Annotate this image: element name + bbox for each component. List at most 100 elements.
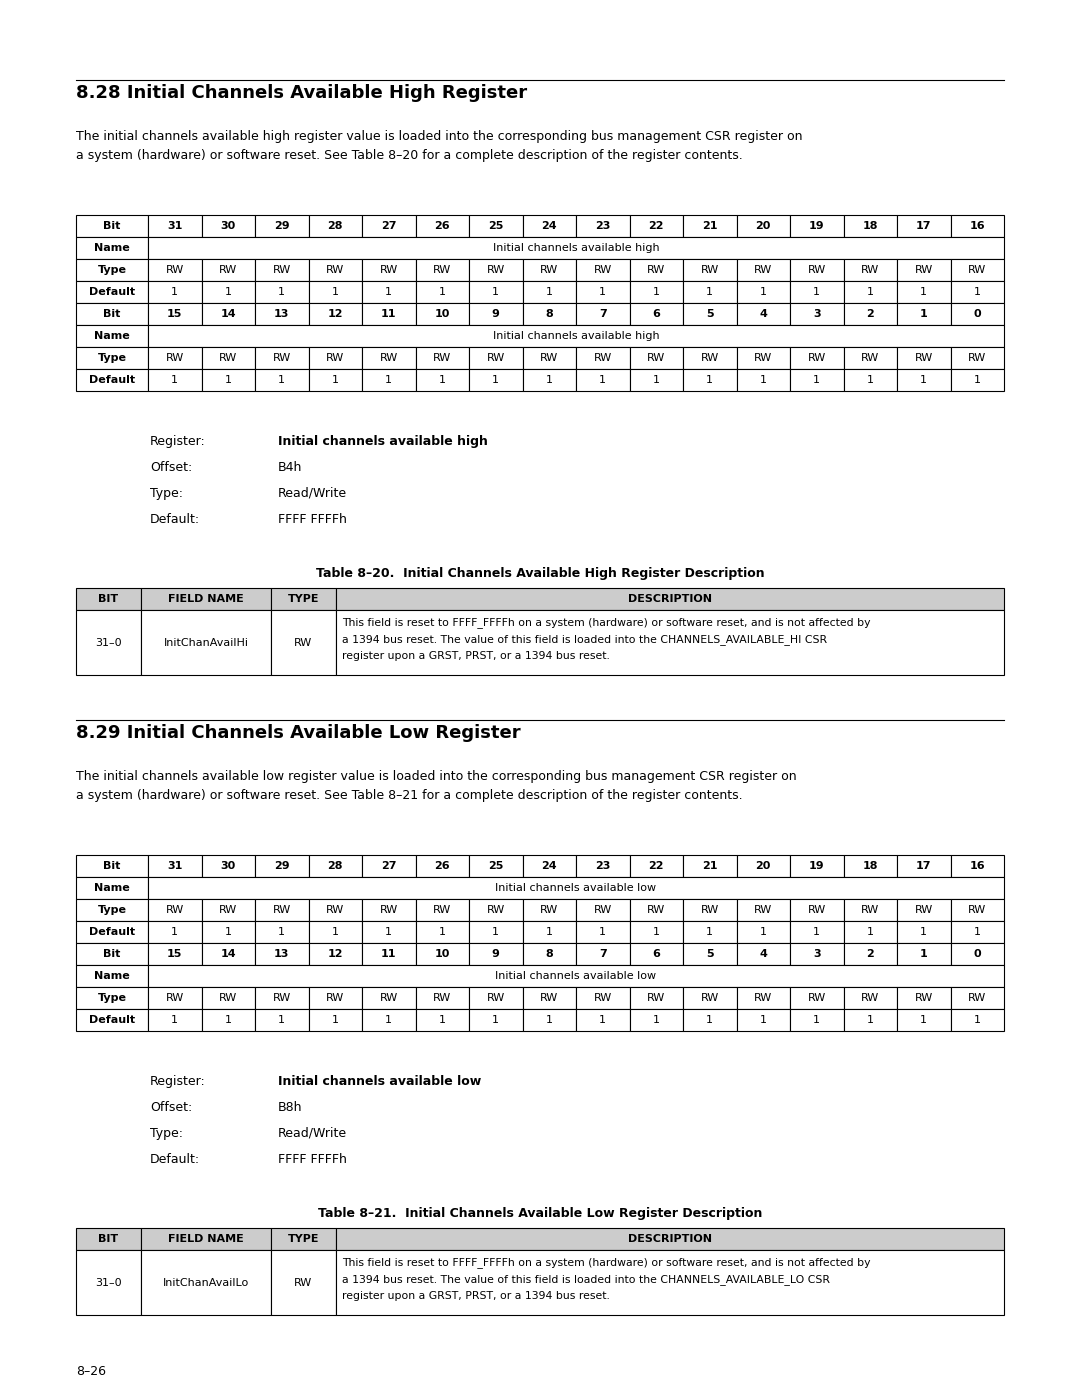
Bar	[362, 215, 416, 237]
Bar	[416, 303, 469, 326]
Bar	[897, 921, 950, 943]
Bar	[309, 1009, 362, 1031]
Bar	[76, 281, 148, 303]
Text: 1: 1	[492, 286, 499, 298]
Bar	[897, 855, 950, 877]
Bar	[897, 303, 950, 326]
Text: 1: 1	[652, 374, 660, 386]
Text: 1: 1	[545, 1016, 553, 1025]
Text: Initial channels available high: Initial channels available high	[492, 243, 659, 253]
Bar	[950, 921, 1004, 943]
Bar	[737, 1009, 789, 1031]
Bar	[630, 921, 683, 943]
Bar	[469, 369, 523, 391]
Bar	[469, 921, 523, 943]
Text: 10: 10	[434, 309, 450, 319]
Text: 0: 0	[973, 949, 981, 958]
Text: 5: 5	[706, 309, 714, 319]
Bar	[76, 988, 148, 1009]
Bar	[255, 988, 309, 1009]
Text: RW: RW	[754, 353, 772, 363]
Bar	[789, 855, 843, 877]
Bar	[630, 855, 683, 877]
Text: RW: RW	[808, 905, 826, 915]
Bar	[148, 877, 1004, 900]
Bar	[309, 303, 362, 326]
Bar	[309, 943, 362, 965]
Text: RW: RW	[754, 905, 772, 915]
Text: RW: RW	[272, 993, 291, 1003]
Text: RW: RW	[968, 265, 986, 275]
Text: TYPE: TYPE	[287, 1234, 319, 1243]
Text: 29: 29	[274, 221, 289, 231]
Bar	[148, 1009, 202, 1031]
Text: 1: 1	[386, 1016, 392, 1025]
Text: 1: 1	[706, 286, 713, 298]
Bar	[683, 855, 737, 877]
Text: Offset:: Offset:	[150, 1101, 192, 1113]
Bar	[576, 215, 630, 237]
Text: B4h: B4h	[278, 461, 302, 474]
Bar	[202, 258, 255, 281]
Bar	[950, 346, 1004, 369]
Bar	[76, 965, 148, 988]
Text: 17: 17	[916, 861, 931, 870]
Text: RW: RW	[326, 905, 345, 915]
Bar	[362, 988, 416, 1009]
Bar	[897, 1009, 950, 1031]
Text: register upon a GRST, PRST, or a 1394 bus reset.: register upon a GRST, PRST, or a 1394 bu…	[342, 651, 610, 661]
Text: Default: Default	[89, 286, 135, 298]
Text: 1: 1	[225, 286, 232, 298]
Bar	[843, 900, 897, 921]
Text: RW: RW	[647, 353, 665, 363]
Text: 1: 1	[759, 374, 767, 386]
Text: Table 8–20.  Initial Channels Available High Register Description: Table 8–20. Initial Channels Available H…	[315, 567, 765, 580]
Text: FIELD NAME: FIELD NAME	[168, 1234, 244, 1243]
Bar	[843, 303, 897, 326]
Bar	[789, 943, 843, 965]
Bar	[737, 215, 789, 237]
Text: Initial channels available high: Initial channels available high	[492, 331, 659, 341]
Text: Default:: Default:	[150, 513, 200, 527]
Text: Read/Write: Read/Write	[278, 1127, 347, 1140]
Bar	[271, 1228, 336, 1250]
Bar	[141, 610, 271, 675]
Bar	[76, 610, 141, 675]
Bar	[843, 1009, 897, 1031]
Text: RW: RW	[594, 993, 612, 1003]
Text: 1: 1	[492, 1016, 499, 1025]
Bar	[271, 588, 336, 610]
Bar	[523, 281, 576, 303]
Bar	[469, 943, 523, 965]
Bar	[76, 943, 148, 965]
Text: RW: RW	[380, 353, 397, 363]
Bar	[148, 326, 1004, 346]
Bar	[309, 900, 362, 921]
Text: RW: RW	[861, 993, 879, 1003]
Bar	[789, 215, 843, 237]
Text: 1: 1	[438, 374, 446, 386]
Bar	[737, 855, 789, 877]
Bar	[789, 900, 843, 921]
Bar	[76, 1009, 148, 1031]
Bar	[255, 346, 309, 369]
Text: 12: 12	[327, 949, 343, 958]
Text: RW: RW	[487, 265, 504, 275]
Text: 1: 1	[172, 1016, 178, 1025]
Bar	[683, 303, 737, 326]
Text: a 1394 bus reset. The value of this field is loaded into the CHANNELS_AVAILABLE_: a 1394 bus reset. The value of this fiel…	[342, 634, 827, 645]
Text: 4: 4	[759, 949, 767, 958]
Bar	[469, 215, 523, 237]
Text: InitChanAvailHi: InitChanAvailHi	[163, 637, 248, 647]
Bar	[76, 215, 148, 237]
Bar	[523, 855, 576, 877]
Bar	[362, 258, 416, 281]
Bar	[148, 965, 1004, 988]
Bar	[148, 237, 1004, 258]
Text: 27: 27	[381, 861, 396, 870]
Text: RW: RW	[294, 1277, 312, 1288]
Bar	[255, 855, 309, 877]
Text: Type: Type	[97, 993, 126, 1003]
Bar	[737, 921, 789, 943]
Bar	[950, 303, 1004, 326]
